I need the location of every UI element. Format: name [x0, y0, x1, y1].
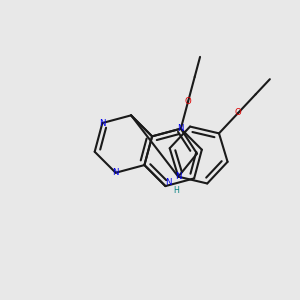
- Text: N: N: [178, 124, 184, 133]
- Text: N: N: [175, 172, 181, 181]
- Text: N: N: [99, 118, 106, 127]
- Text: O: O: [235, 108, 242, 117]
- Text: N: N: [112, 168, 119, 177]
- Text: H: H: [173, 186, 179, 195]
- Text: O: O: [185, 97, 191, 106]
- Text: N: N: [165, 178, 172, 188]
